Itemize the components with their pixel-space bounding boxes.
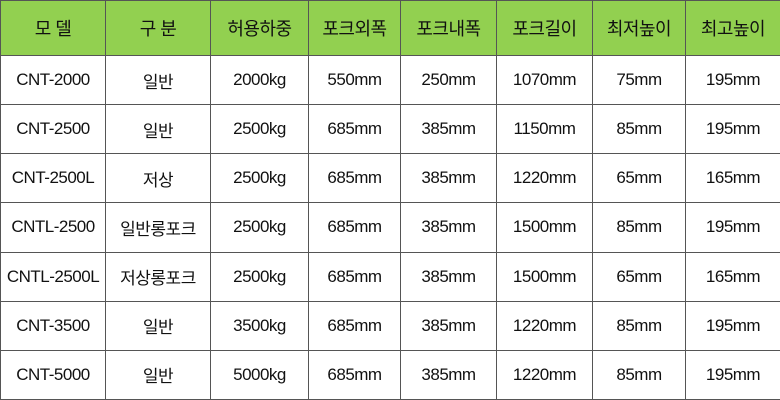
table-cell: 685mm [308, 300, 401, 351]
header-cell: 포크내폭 [400, 0, 497, 56]
table-cell: 685mm [308, 153, 401, 204]
table-cell: 685mm [308, 349, 401, 400]
table-cell: CNTL-2500L [0, 251, 106, 302]
table-cell: 1500mm [496, 202, 593, 253]
table-cell: 75mm [592, 54, 686, 106]
header-cell: 구 분 [105, 0, 211, 56]
table-cell: CNT-2500L [0, 153, 106, 204]
table-cell: 385mm [400, 153, 497, 204]
table-row: CNT-2000 일반 2000kg 550mm 250mm 1070mm 75mm 195m… [0, 54, 780, 106]
table-cell: 165mm [685, 251, 780, 302]
table-cell: CNT-2000 [0, 54, 106, 106]
header-cell: 최고높이 [685, 0, 780, 56]
table-cell: 65mm [592, 153, 686, 204]
table-cell: 685mm [308, 251, 401, 302]
table-row: CNT-2500L 저상 2500kg 685mm 385mm 1220mm 65mm 165… [0, 153, 780, 204]
table-cell: 165mm [685, 153, 780, 204]
table-cell: 1220mm [496, 153, 593, 204]
table-cell: 195mm [685, 104, 780, 155]
table-cell: 일반 [105, 54, 211, 106]
table-cell: 195mm [685, 54, 780, 106]
table-cell: 2500kg [210, 104, 309, 155]
table-cell: 85mm [592, 202, 686, 253]
header-cell: 허용하중 [210, 0, 309, 56]
table-row: CNT-3500 일반 3500kg 685mm 385mm 1220mm 85mm 195m… [0, 300, 780, 351]
table-cell: 550mm [308, 54, 401, 106]
table-cell: 385mm [400, 300, 497, 351]
table-cell: 3500kg [210, 300, 309, 351]
table-cell: 685mm [308, 104, 401, 155]
table-cell: 385mm [400, 251, 497, 302]
table-cell: 385mm [400, 349, 497, 400]
table-cell: 저상 [105, 153, 211, 204]
table-cell: 저상롱포크 [105, 251, 211, 302]
table-cell: 2000kg [210, 54, 309, 106]
table-body: CNT-2000 일반 2000kg 550mm 250mm 1070mm 75mm 195m… [0, 54, 780, 400]
table-cell: CNTL-2500 [0, 202, 106, 253]
table-cell: 1220mm [496, 300, 593, 351]
header-cell: 포크길이 [496, 0, 593, 56]
table-cell: CNT-2500 [0, 104, 106, 155]
table-cell: 1150mm [496, 104, 593, 155]
table-cell: 85mm [592, 104, 686, 155]
table-cell: 385mm [400, 104, 497, 155]
table-cell: 685mm [308, 202, 401, 253]
header-cell: 모 델 [0, 0, 106, 56]
table-cell: 2500kg [210, 153, 309, 204]
table-cell: 일반롱포크 [105, 202, 211, 253]
table-cell: CNT-3500 [0, 300, 106, 351]
table-row: CNT-2500 일반 2500kg 685mm 385mm 1150mm 85mm 195m… [0, 104, 780, 155]
table-cell: 2500kg [210, 251, 309, 302]
table-row: CNTL-2500 일반롱포크 2500kg 685mm 385mm 1500mm 85mm… [0, 202, 780, 253]
table-cell: 250mm [400, 54, 497, 106]
table-cell: 일반 [105, 104, 211, 155]
table-cell: CNT-5000 [0, 349, 106, 400]
table-cell: 195mm [685, 300, 780, 351]
table-cell: 1220mm [496, 349, 593, 400]
table-row: CNTL-2500L 저상롱포크 2500kg 685mm 385mm 1500mm 65m… [0, 251, 780, 302]
table-cell: 85mm [592, 300, 686, 351]
table-cell: 1070mm [496, 54, 593, 106]
header-cell: 포크외폭 [308, 0, 401, 56]
table-cell: 5000kg [210, 349, 309, 400]
table-cell: 385mm [400, 202, 497, 253]
table-cell: 85mm [592, 349, 686, 400]
header-cell: 최저높이 [592, 0, 686, 56]
table-cell: 1500mm [496, 251, 593, 302]
table-cell: 65mm [592, 251, 686, 302]
table-cell: 195mm [685, 202, 780, 253]
table-cell: 일반 [105, 300, 211, 351]
table-cell: 일반 [105, 349, 211, 400]
table-cell: 195mm [685, 349, 780, 400]
table-row: CNT-5000 일반 5000kg 685mm 385mm 1220mm 85mm 195m… [0, 349, 780, 400]
table-cell: 2500kg [210, 202, 309, 253]
